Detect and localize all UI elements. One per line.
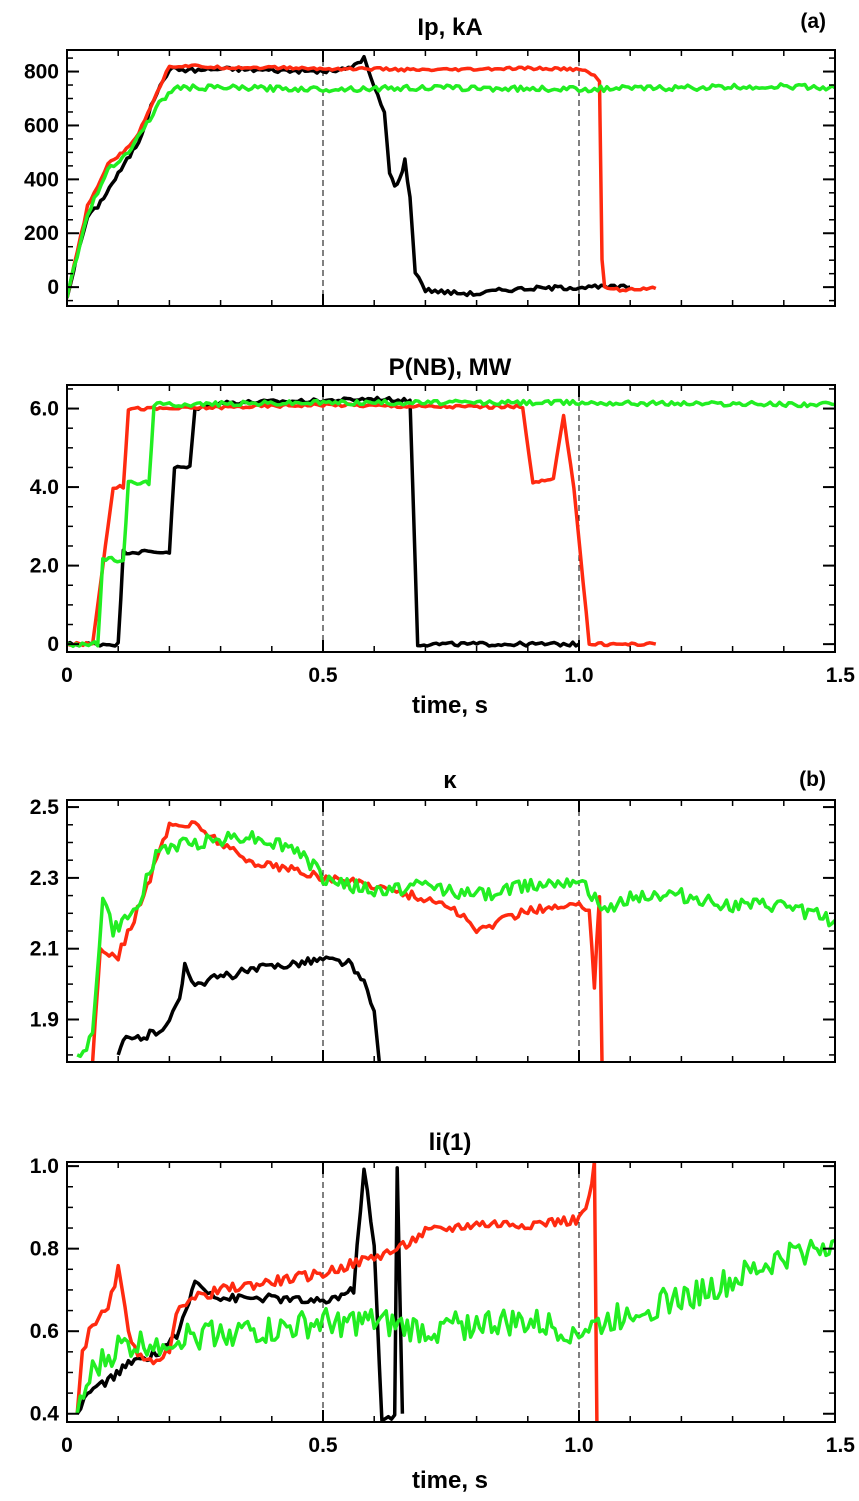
y-tick-label: 2.0 bbox=[30, 555, 59, 578]
series-line-red bbox=[75, 1162, 599, 1422]
x-tick-label: 0.5 bbox=[308, 664, 338, 687]
series-group bbox=[67, 395, 835, 649]
panel-kappa: κ 1.9 2.1 2.3 2.5 bbox=[30, 767, 836, 1063]
y-tick-label: 0.4 bbox=[30, 1403, 60, 1426]
x-tick-label: 1.5 bbox=[826, 664, 856, 687]
series-line-green bbox=[67, 82, 835, 299]
x-tick-label: 1.5 bbox=[826, 1434, 856, 1457]
series-line-red bbox=[67, 402, 657, 648]
group-b-xlabel: time, s bbox=[412, 1467, 488, 1494]
panel-title: P(NB), MW bbox=[389, 354, 512, 381]
group-a-xlabel: time, s bbox=[412, 692, 488, 719]
panel-title: κ bbox=[443, 767, 457, 794]
panel-title: li(1) bbox=[429, 1129, 472, 1156]
y-tick-label: 0 bbox=[47, 276, 59, 299]
series-group bbox=[75, 1162, 835, 1422]
y-tick-label: 6.0 bbox=[30, 398, 59, 421]
series-line-green bbox=[76, 830, 835, 1059]
x-tick-label: 1.0 bbox=[564, 664, 593, 687]
x-tick-label: 0 bbox=[61, 664, 73, 687]
y-tick-label: 1.0 bbox=[30, 1155, 59, 1178]
y-tick-label: 4.0 bbox=[30, 476, 59, 499]
panel-li: li(1) 0.4 0.6 0.8 1.0 0 0.5 1.0 1.5 bbox=[30, 1129, 856, 1457]
y-tick-label: 400 bbox=[24, 168, 59, 191]
x-tick-label: 0 bbox=[61, 1434, 73, 1457]
series-line-green bbox=[67, 398, 835, 649]
panel-ip: Ip, kA 0 200 400 600 800 bbox=[24, 14, 836, 307]
plot-frame bbox=[66, 384, 836, 653]
panel-pnb: P(NB), MW 0 2.0 4.0 6.0 0 0.5 1.0 1.5 bbox=[30, 354, 856, 687]
y-tick-label: 0.6 bbox=[30, 1320, 59, 1343]
y-tick-label: 800 bbox=[24, 61, 59, 84]
series-line-black bbox=[116, 955, 382, 1062]
x-tick-label: 1.0 bbox=[564, 1434, 593, 1457]
y-tick-label: 2.5 bbox=[30, 796, 60, 819]
y-tick-label: 600 bbox=[24, 114, 59, 137]
y-tick-label: 200 bbox=[24, 222, 59, 245]
y-tick-label: 2.1 bbox=[30, 938, 60, 961]
panel-title: Ip, kA bbox=[417, 14, 482, 41]
plot-frame bbox=[66, 1161, 836, 1423]
series-line-green bbox=[75, 1238, 835, 1415]
series-line-red bbox=[90, 820, 604, 1062]
y-tick-label: 2.3 bbox=[30, 867, 59, 890]
plot-frame bbox=[66, 49, 836, 307]
group-b-label: (b) bbox=[799, 768, 826, 791]
series-line-black bbox=[75, 1166, 405, 1422]
series-group bbox=[76, 820, 835, 1062]
y-tick-label: 1.9 bbox=[30, 1009, 59, 1032]
y-tick-label: 0 bbox=[47, 633, 59, 656]
series-line-red bbox=[67, 63, 657, 299]
series-group bbox=[67, 54, 835, 299]
x-tick-label: 0.5 bbox=[308, 1434, 338, 1457]
series-line-black bbox=[67, 54, 631, 299]
group-a-label: (a) bbox=[800, 10, 826, 33]
y-tick-label: 0.8 bbox=[30, 1238, 60, 1261]
